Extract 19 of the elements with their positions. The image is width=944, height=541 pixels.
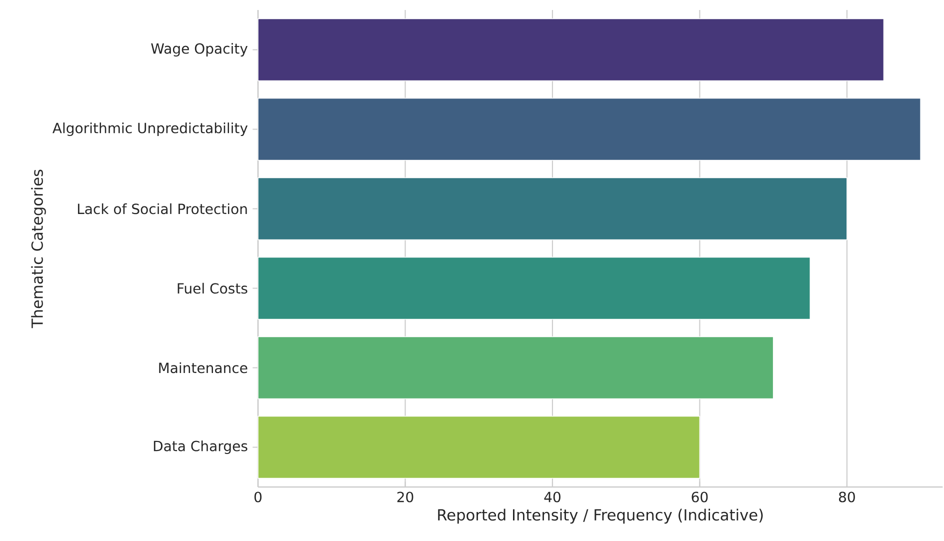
y-tick-label: Wage Opacity (151, 42, 248, 57)
y-tick-label: Fuel Costs (178, 282, 248, 294)
x-tick-label: 80 (838, 492, 855, 502)
x-tick-label: 60 (692, 492, 708, 502)
bar (258, 177, 848, 240)
y-tick-label: Data Charges (154, 440, 248, 454)
y-tick-label: Lack of Social Protection (78, 203, 247, 214)
x-axis-title: Reported Intensity / Frequency (Indicative) (438, 508, 763, 524)
y-axis-title: Thematic Categories (31, 170, 46, 328)
y-tick-label: Maintenance (159, 362, 248, 374)
x-tick-label: 40 (544, 492, 560, 502)
bar (258, 256, 811, 320)
x-tick-label: 20 (397, 492, 414, 502)
bar (258, 416, 700, 479)
y-tick-label: Algorithmic Unpredictability (52, 122, 248, 136)
bar (258, 98, 921, 161)
bar (258, 18, 884, 82)
bar (258, 336, 774, 400)
x-tick-label: 0 (254, 492, 262, 502)
